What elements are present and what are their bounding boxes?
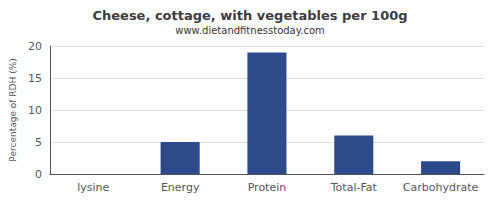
svg-text:Total-Fat: Total-Fat	[330, 181, 378, 194]
svg-text:10: 10	[28, 104, 42, 117]
svg-text:lysine: lysine	[77, 181, 109, 194]
svg-text:15: 15	[28, 72, 42, 85]
svg-text:0: 0	[35, 168, 42, 181]
svg-text:Carbohydrate: Carbohydrate	[403, 181, 479, 194]
svg-text:Energy: Energy	[161, 181, 200, 194]
svg-text:5: 5	[35, 136, 42, 149]
svg-text:Cheese, cottage, with vegetabl: Cheese, cottage, with vegetables per 100…	[92, 8, 407, 23]
svg-text:www.dietandfitnesstoday.com: www.dietandfitnesstoday.com	[175, 25, 324, 36]
svg-text:Percentage of RDH (%): Percentage of RDH (%)	[8, 58, 18, 161]
svg-text:20: 20	[28, 40, 42, 53]
svg-text:Protein: Protein	[248, 181, 287, 194]
